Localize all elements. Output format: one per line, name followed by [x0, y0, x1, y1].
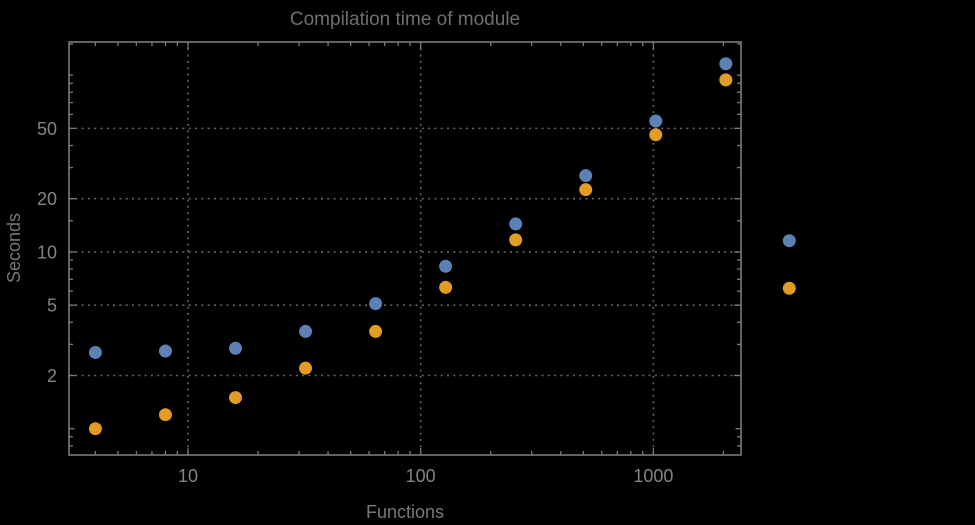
- data-point-series-1-blue: [88, 345, 102, 359]
- y-tick-label: 5: [47, 296, 57, 316]
- plot-frame: [68, 41, 742, 456]
- y-tick-label: 2: [47, 366, 57, 386]
- gridlines: [69, 42, 741, 455]
- frame-rect: [68, 41, 742, 456]
- data-point-series-1-blue: [158, 344, 172, 358]
- y-axis-label: Seconds: [4, 213, 24, 283]
- data-point-series-2-orange: [158, 408, 172, 422]
- data-point-series-1-blue: [229, 341, 243, 355]
- legend-marker-series-2: [782, 281, 796, 295]
- data-point-series-1-blue: [509, 217, 523, 231]
- data-point-series-1-blue: [579, 169, 593, 183]
- data-point-series-2-orange: [509, 233, 523, 247]
- data-point-series-2-orange: [439, 280, 453, 294]
- y-tick-label: 50: [37, 119, 57, 139]
- data-point-series-1-blue: [439, 259, 453, 273]
- tick-labels: 10 100 1000 2 5 10 20 50: [37, 119, 673, 486]
- data-point-series-2-orange: [88, 422, 102, 436]
- data-points: [88, 57, 733, 436]
- data-point-series-2-orange: [719, 73, 733, 87]
- y-tick-label: 10: [37, 242, 57, 262]
- x-axis-label: Functions: [366, 502, 444, 522]
- axis-ticks: [69, 42, 741, 455]
- x-tick-label: 100: [406, 466, 436, 486]
- x-tick-label: 1000: [633, 466, 673, 486]
- data-point-series-1-blue: [649, 114, 663, 128]
- data-point-series-1-blue: [299, 324, 313, 338]
- data-point-series-1-blue: [369, 297, 383, 311]
- data-point-series-2-orange: [229, 391, 243, 405]
- data-point-series-2-orange: [649, 128, 663, 142]
- data-point-series-1-blue: [719, 57, 733, 71]
- data-point-series-2-orange: [299, 361, 313, 375]
- legend-marker-series-1: [782, 234, 796, 248]
- chart-title: Compilation time of module: [290, 9, 520, 30]
- legend: [782, 234, 796, 295]
- x-tick-label: 10: [178, 466, 198, 486]
- y-tick-label: 20: [37, 189, 57, 209]
- data-point-series-2-orange: [579, 183, 593, 197]
- data-point-series-2-orange: [369, 324, 383, 338]
